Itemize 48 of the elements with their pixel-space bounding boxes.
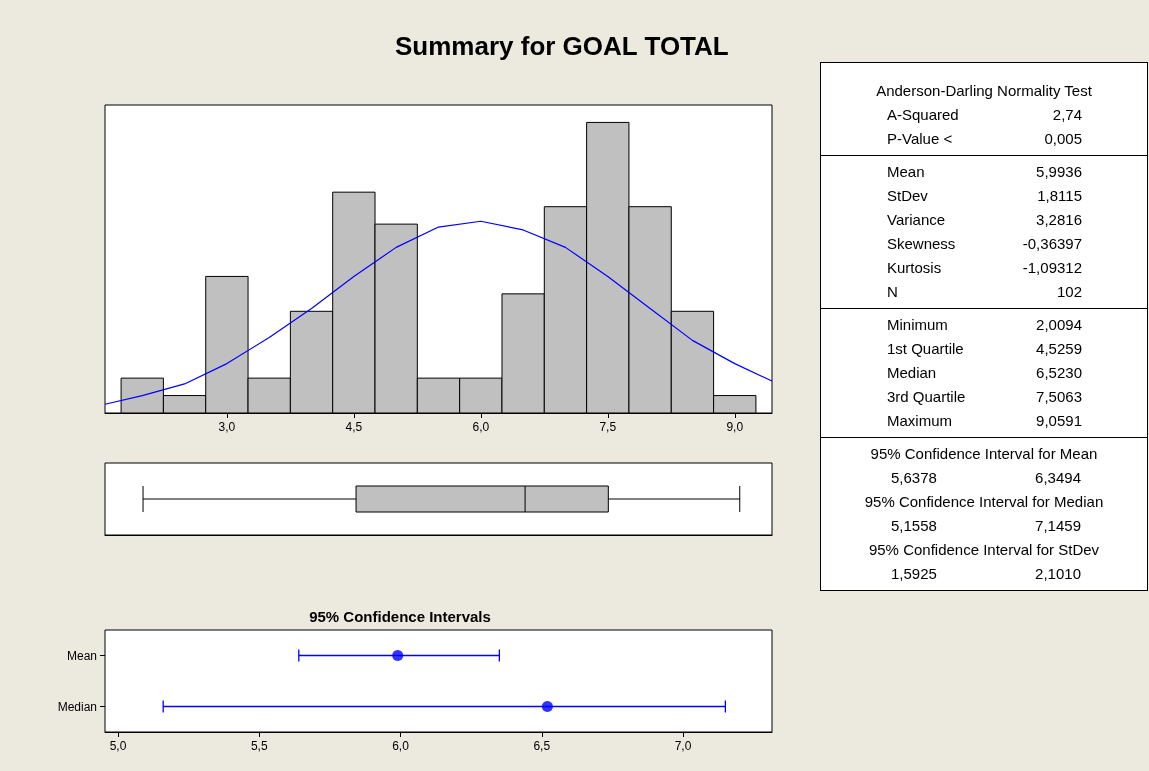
x-tick-label: 7,5: [599, 420, 617, 434]
text: Mean: [887, 162, 926, 182]
text: 5,6378: [891, 468, 938, 488]
x-tick-label: 4,5: [345, 420, 363, 434]
text: 1st Quartile: [887, 339, 965, 359]
text: Maximum: [887, 411, 953, 431]
text: 6,5230: [1035, 363, 1082, 383]
text: -0,36397: [1021, 234, 1082, 254]
text: N: [887, 282, 899, 302]
x-tick-label: 6,0: [392, 739, 410, 753]
text: Median: [887, 363, 938, 383]
text: 3rd Quartile: [887, 387, 967, 407]
text: Minimum: [887, 315, 949, 335]
x-tick-label: 6,5: [533, 739, 551, 753]
text: 102: [1055, 282, 1082, 302]
text: 7,1459: [1034, 516, 1081, 536]
text: 9,0591: [1035, 411, 1082, 431]
text: 2,1010: [1034, 564, 1081, 584]
x-tick-label: 6,0: [472, 420, 490, 434]
x-tick-label: 7,0: [674, 739, 692, 753]
chart-title: Summary for GOAL TOTAL: [395, 31, 729, 61]
text: Variance: [887, 210, 947, 230]
x-tick-label: 9,0: [726, 420, 744, 434]
x-tick-label: 5,0: [109, 739, 127, 753]
text: 6,3494: [1034, 468, 1081, 488]
text: 95% Confidence Interval for StDev: [867, 540, 1101, 560]
text: Skewness: [887, 234, 957, 254]
text: 1,5925: [891, 564, 938, 584]
text: StDev: [887, 186, 929, 206]
text: 0,005: [1043, 129, 1082, 149]
text: 7,5063: [1035, 387, 1082, 407]
text: 5,1558: [891, 516, 938, 536]
text: Kurtosis: [887, 258, 943, 278]
text: 2,74: [1051, 105, 1082, 125]
text: 2,0094: [1035, 315, 1082, 335]
text: Anderson-Darling Normality Test: [875, 81, 1093, 101]
text: 95% Confidence Interval for Mean: [869, 444, 1099, 464]
text: 4,5259: [1035, 339, 1082, 359]
text: 1,8115: [1036, 186, 1082, 206]
text: A-Squared: [887, 105, 960, 125]
x-tick-label: 5,5: [250, 739, 268, 753]
text: 3,2816: [1035, 210, 1082, 230]
text: 5,9936: [1035, 162, 1082, 182]
text: -1,09312: [1021, 258, 1082, 278]
text: P-Value <: [887, 129, 954, 149]
text: 95% Confidence Interval for Median: [863, 492, 1105, 512]
chart-title: 95% Confidence Intervals: [309, 608, 491, 625]
x-tick-label: 3,0: [218, 420, 236, 434]
